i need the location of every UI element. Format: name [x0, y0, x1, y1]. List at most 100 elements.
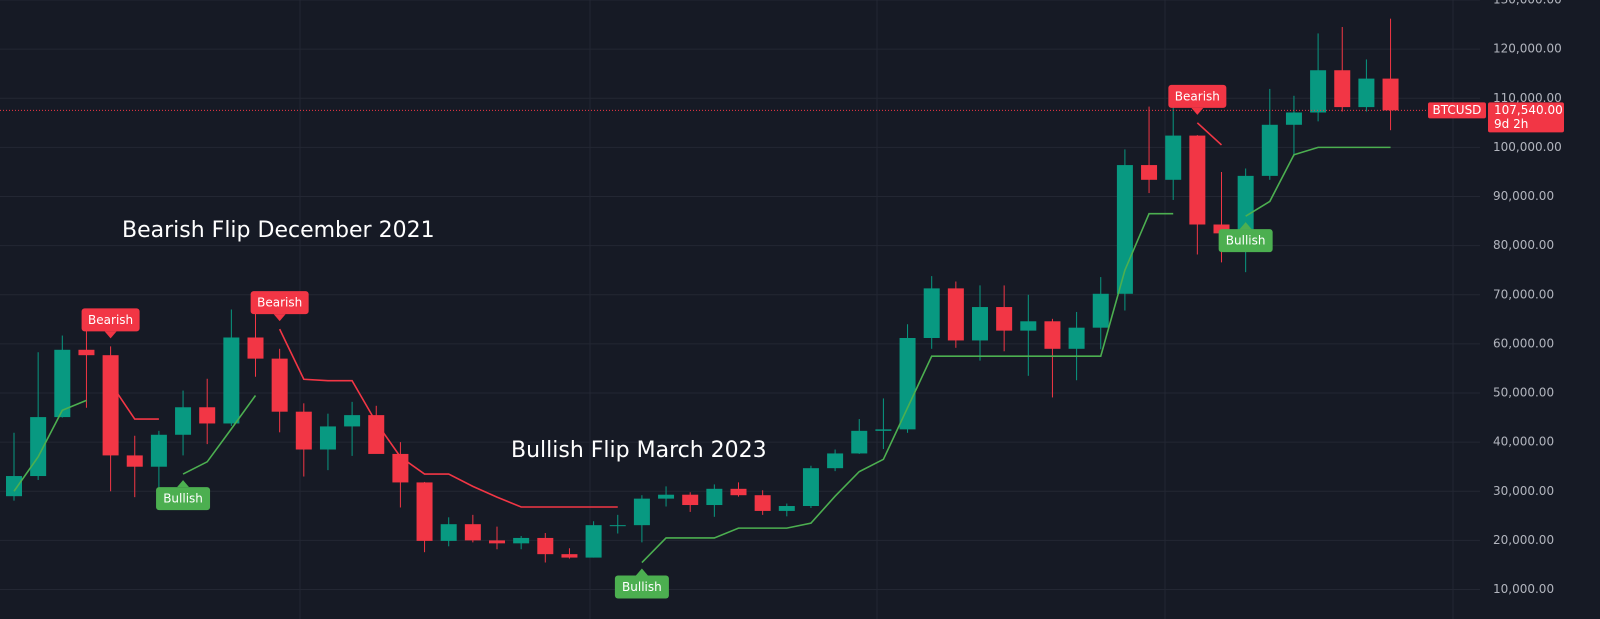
candle-body: [271, 358, 288, 412]
candle-body: [489, 540, 505, 544]
y-tick-label: 100,000.00: [1493, 140, 1562, 154]
y-tick-label: 50,000.00: [1493, 386, 1554, 400]
candle-body: [78, 349, 95, 356]
candle-body: [1141, 165, 1158, 180]
candle-body: [1165, 135, 1182, 180]
candle-body: [319, 426, 336, 450]
signal-pointer: [104, 331, 117, 339]
signal-box: [156, 487, 211, 511]
y-tick-label: 130,000.00: [1493, 0, 1562, 7]
signal-pointer: [1239, 222, 1252, 230]
signal-label: Bearish: [88, 313, 133, 327]
candle-body: [1020, 321, 1037, 331]
candle-body: [633, 498, 650, 526]
y-tick-label: 10,000.00: [1493, 582, 1554, 596]
candle-body: [1358, 78, 1375, 108]
signal-pointer: [1191, 107, 1204, 115]
symbol-label: BTCUSD: [1433, 103, 1482, 117]
candle-body: [1044, 321, 1061, 349]
signal-box: [1168, 84, 1227, 108]
supertrend-line: [278, 328, 618, 508]
signal-label: Bullish: [163, 492, 203, 506]
signal-pointer: [273, 314, 286, 322]
signal-label: Bullish: [622, 580, 662, 594]
candle-body: [464, 524, 481, 541]
candle-body: [537, 537, 554, 555]
candle-body: [827, 453, 844, 469]
candle-body: [1237, 175, 1254, 234]
candle-body: [609, 525, 626, 527]
candle-body: [126, 455, 143, 467]
candle-body: [344, 415, 361, 427]
candle-body: [754, 495, 771, 511]
y-tick-label: 70,000.00: [1493, 287, 1554, 301]
candle-body: [658, 494, 675, 499]
y-tick-label: 40,000.00: [1493, 435, 1554, 449]
candle-body: [851, 430, 868, 454]
signal-box: [614, 575, 669, 599]
candle-body: [440, 524, 457, 541]
candle-body: [513, 537, 530, 544]
candle-body: [1092, 293, 1109, 328]
candle-body: [223, 337, 240, 424]
candle-body: [1285, 112, 1302, 125]
candle-body: [54, 349, 71, 418]
candle-body: [1334, 70, 1351, 108]
candle-body: [368, 415, 385, 454]
price-box: [1488, 102, 1564, 133]
y-tick-label: 80,000.00: [1493, 238, 1554, 252]
countdown-label: 9d 2h: [1494, 117, 1528, 131]
candle-body: [899, 337, 916, 430]
y-tick-label: 20,000.00: [1493, 533, 1554, 547]
candle-body: [778, 506, 795, 511]
candle-body: [1310, 70, 1327, 113]
plot: 10,000.00 20,000.00 30,000.00 40,000.00 50,0…: [0, 0, 1564, 599]
candle-body: [175, 407, 192, 435]
candle-body: [972, 307, 988, 341]
y-tick-label: 30,000.00: [1493, 484, 1554, 498]
candle-body: [247, 337, 264, 359]
candle-body: [802, 468, 819, 507]
y-tick-label: 90,000.00: [1493, 189, 1554, 203]
y-tick-label: 60,000.00: [1493, 336, 1554, 350]
supertrend-line: [1196, 122, 1223, 146]
signal-label: Bullish: [1226, 234, 1266, 248]
annotation: Bullish Flip March 2023: [511, 438, 767, 463]
candle-body: [996, 307, 1013, 331]
candle-body: [1189, 135, 1206, 225]
candle-body: [1068, 327, 1085, 349]
symbol-box: [1428, 102, 1486, 119]
supertrend-line: [13, 399, 87, 492]
signal-box: [250, 291, 309, 315]
candle-body: [1213, 224, 1230, 234]
candle-body: [1382, 78, 1399, 111]
candle-body: [392, 453, 409, 483]
signal-pointer: [635, 568, 648, 576]
signal-box: [1218, 229, 1273, 253]
candle-body: [682, 494, 699, 506]
candle-body: [199, 407, 216, 424]
supertrend-line: [1245, 146, 1391, 217]
candle-body: [875, 429, 892, 431]
signal-pointer: [177, 480, 190, 488]
candle-body: [1261, 124, 1278, 176]
signal-label: Bearish: [257, 296, 302, 310]
candle-body: [295, 411, 312, 450]
candle-body: [102, 355, 119, 456]
signal-label: Bearish: [1175, 89, 1220, 103]
supertrend-line: [641, 212, 1174, 564]
candle-body: [1116, 165, 1133, 294]
price-label: 107,540.00: [1494, 103, 1563, 117]
candle-body: [585, 525, 602, 558]
candle-body: [947, 288, 964, 341]
candle-body: [730, 488, 747, 496]
y-tick-label: 110,000.00: [1493, 91, 1562, 105]
candle-body: [706, 488, 723, 506]
candle-body: [416, 482, 433, 541]
candle-body: [150, 434, 167, 467]
supertrend-line: [109, 382, 159, 420]
supertrend-line: [182, 395, 257, 475]
candle-body: [561, 554, 578, 558]
candle-body: [6, 476, 22, 497]
